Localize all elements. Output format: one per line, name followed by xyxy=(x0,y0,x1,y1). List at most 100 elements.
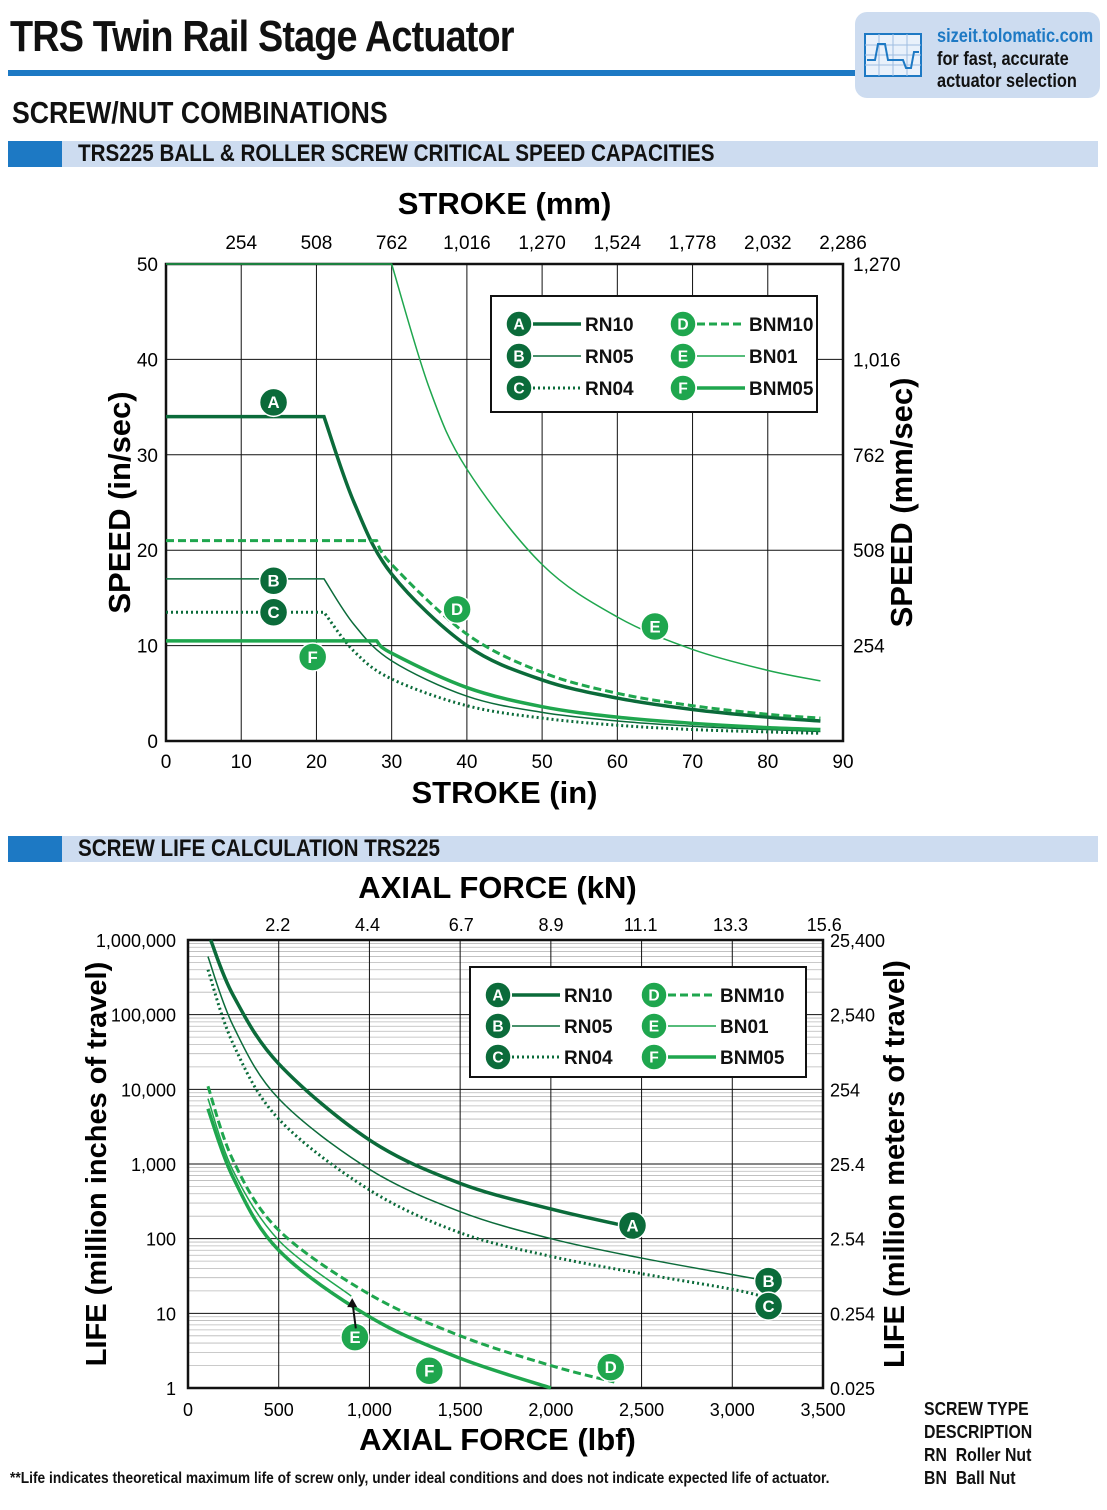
marker-D: D xyxy=(442,594,472,625)
page-title: TRS Twin Rail Stage Actuator xyxy=(10,12,514,61)
marker-letter-E: E xyxy=(678,348,688,365)
marker-E: E xyxy=(340,1322,370,1352)
x-tick-label: 50 xyxy=(532,752,553,773)
section-title: SCREW/NUT COMBINATIONS xyxy=(12,95,388,130)
x-tick-label: 500 xyxy=(264,1400,294,1420)
marker-circle-C xyxy=(258,597,289,627)
x2-tick-label: 4.4 xyxy=(355,915,380,935)
callout-arrowhead-E xyxy=(347,1298,358,1308)
speed-section-title: TRS225 BALL & ROLLER SCREW CRITICAL SPEE… xyxy=(78,140,715,167)
chart-window-icon xyxy=(864,33,922,77)
y2-tick-label: 25.4 xyxy=(830,1155,865,1175)
marker-circle-F xyxy=(297,642,328,672)
y2-tick-label: 254 xyxy=(830,1080,860,1100)
y2-tick-label: 254 xyxy=(853,637,885,658)
marker-C: C xyxy=(258,597,289,627)
marker-D: D xyxy=(595,1352,626,1382)
legend-label-A: RN10 xyxy=(564,986,613,1007)
y-tick-label: 10,000 xyxy=(121,1080,176,1100)
y2-tick-label: 25,400 xyxy=(830,931,885,951)
x2-tick-label: 6.7 xyxy=(449,915,474,935)
series-line-A xyxy=(209,939,624,1228)
marker-letter-A: A xyxy=(492,987,503,1004)
x2-tick-label: 8.9 xyxy=(538,915,563,935)
x2-tick-label: 2,032 xyxy=(744,233,792,254)
plot-frame xyxy=(164,262,845,743)
marker-D: D xyxy=(640,981,668,1009)
marker-letter-D: D xyxy=(648,987,659,1004)
x-tick-label: 3,000 xyxy=(710,1400,755,1420)
legend-label-D: BNM10 xyxy=(720,986,784,1007)
x2-tick-label: 254 xyxy=(225,233,257,254)
marker-circle-A xyxy=(505,310,533,338)
marker-letter-E: E xyxy=(349,1328,360,1347)
marker-letter-E: E xyxy=(649,617,660,636)
x-tick-label: 10 xyxy=(231,752,252,773)
screw-type-description: SCREW TYPE DESCRIPTION RN Roller Nut BN … xyxy=(924,1398,1032,1490)
x-tick-label: 1,000 xyxy=(347,1400,392,1420)
y-tick-label: 10 xyxy=(137,637,158,658)
marker-letter-C: C xyxy=(268,603,280,622)
marker-A: A xyxy=(258,387,289,418)
y-tick-label: 10 xyxy=(156,1304,176,1324)
life-chart: 0 500 1,000 1,500 2,000 2,500 3,000 3,500 1 10 100… xyxy=(81,870,911,1457)
x-tick-label: 1,500 xyxy=(438,1400,483,1420)
y-tick-label: 1 xyxy=(166,1379,176,1399)
speed-chart: 0 10 20 30 40 50 60 70 80 90 0 10 20 30 40 50 254 508 762 1… xyxy=(102,186,919,810)
life-section-bar: SCREW LIFE CALCULATION TRS225 xyxy=(8,835,1098,862)
badge-url[interactable]: sizeit.tolomatic.com xyxy=(937,26,1094,47)
marker-circle-C xyxy=(484,1043,512,1071)
y2-tick-label: 1,270 xyxy=(853,255,901,276)
marker-circle-E xyxy=(640,1012,668,1040)
marker-F: F xyxy=(640,1043,668,1071)
marker-letter-B: B xyxy=(513,348,524,365)
marker-letter-D: D xyxy=(677,316,688,333)
y-tick-label: 100 xyxy=(146,1230,176,1250)
x2-tick-label: 508 xyxy=(301,233,333,254)
marker-letter-A: A xyxy=(513,316,524,333)
marker-E: E xyxy=(640,611,670,642)
x2-tick-label: 15.6 xyxy=(807,915,842,935)
marker-letter-C: C xyxy=(513,380,524,397)
screw-type-heading-2: DESCRIPTION xyxy=(924,1422,1033,1442)
marker-circle-A xyxy=(258,387,289,418)
series-line-F xyxy=(206,1108,552,1390)
title-rule xyxy=(8,70,858,76)
marker-circle-B xyxy=(505,342,533,370)
marker-circle-A xyxy=(484,981,512,1009)
badge-line-1: for fast, accurate xyxy=(937,49,1069,70)
legend-label-B: RN05 xyxy=(585,347,634,368)
x-tick-label: 0 xyxy=(183,1400,193,1420)
marker-C: C xyxy=(484,1043,512,1071)
y-tick-label: 0 xyxy=(147,732,158,753)
marker-letter-D: D xyxy=(605,1358,617,1377)
marker-letter-F: F xyxy=(424,1362,434,1381)
x-tick-label: 2,500 xyxy=(619,1400,664,1420)
x2-axis-title: AXIAL FORCE (kN) xyxy=(358,870,636,905)
x2-tick-label: 1,270 xyxy=(518,233,566,254)
marker-B: B xyxy=(258,565,289,596)
y-tick-label: 40 xyxy=(137,350,158,371)
y2-tick-label: 508 xyxy=(853,541,885,562)
bn-description: Ball Nut xyxy=(955,1468,1016,1488)
marker-letter-C: C xyxy=(492,1049,503,1066)
badge-line-2: actuator selection xyxy=(937,71,1077,92)
marker-E: E xyxy=(669,342,697,370)
x2-axis-title: STROKE (mm) xyxy=(398,186,612,221)
marker-C: C xyxy=(505,374,533,402)
series-line-C xyxy=(166,610,821,735)
legend-frame xyxy=(469,966,807,1078)
marker-B: B xyxy=(753,1266,784,1296)
y2-tick-label: 2.54 xyxy=(830,1230,865,1250)
series-line-A xyxy=(166,414,821,723)
y2-tick-label: 762 xyxy=(853,446,885,467)
y-tick-label: 1,000 xyxy=(131,1155,176,1175)
marker-circle-D xyxy=(595,1352,626,1382)
marker-D: D xyxy=(669,310,697,338)
marker-circle-E xyxy=(640,611,670,642)
x-tick-label: 40 xyxy=(456,752,477,773)
x2-tick-label: 2.2 xyxy=(265,915,290,935)
x-tick-label: 2,000 xyxy=(528,1400,573,1420)
sizeit-badge[interactable]: sizeit.tolomatic.com for fast, accurate … xyxy=(855,12,1100,98)
marker-B: B xyxy=(484,1012,512,1040)
